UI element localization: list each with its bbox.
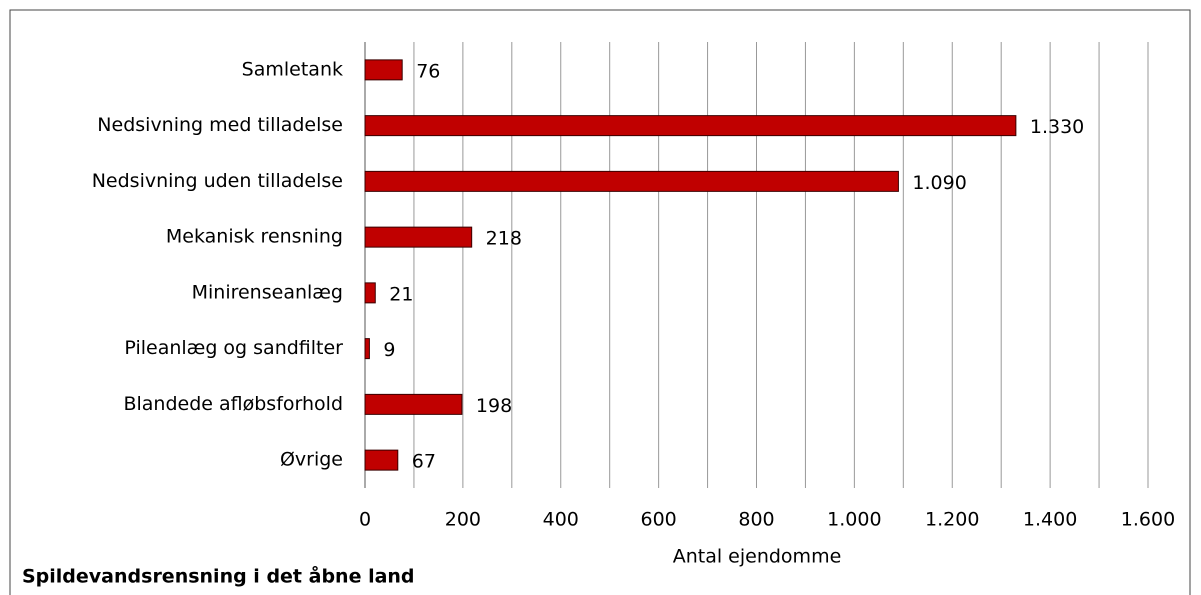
x-tick-label: 0 — [359, 509, 371, 531]
frame — [9, 9, 1191, 595]
data-label: 67 — [412, 451, 436, 473]
bar — [364, 449, 399, 471]
data-label: 1.330 — [1030, 116, 1084, 138]
bar — [364, 282, 376, 304]
y-tick-label: Pileanlæg og sandfilter — [124, 337, 343, 359]
bar — [364, 393, 463, 415]
y-tick-label: Minirenseanlæg — [192, 281, 343, 303]
x-tick-label: 800 — [738, 509, 774, 531]
y-tick-label: Mekanisk rensning — [166, 226, 343, 248]
bar — [364, 115, 1017, 137]
bar — [364, 170, 899, 192]
x-tick-label: 1.000 — [827, 509, 881, 531]
data-label: 9 — [383, 339, 395, 361]
data-label: 218 — [486, 228, 522, 250]
x-tick-label: 1.600 — [1121, 509, 1175, 531]
y-tick-label: Nedsivning med tilladelse — [97, 114, 343, 136]
chart-title: Spildevandsrensning i det åbne land — [22, 564, 415, 588]
x-tick-label: 200 — [445, 509, 481, 531]
x-axis-label: Antal ejendomme — [673, 546, 842, 568]
data-label: 1.090 — [912, 172, 966, 194]
bar — [364, 59, 403, 81]
x-tick-label: 1.400 — [1023, 509, 1077, 531]
x-tick-label: 400 — [543, 509, 579, 531]
y-tick-label: Blandede afløbsforhold — [123, 393, 343, 415]
x-tick-label: 1.200 — [925, 509, 979, 531]
data-label: 198 — [476, 395, 512, 417]
data-label: 76 — [416, 60, 440, 82]
y-tick-label: Samletank — [242, 58, 343, 80]
x-tick-label: 600 — [640, 509, 676, 531]
data-label: 21 — [389, 283, 413, 305]
bar — [364, 338, 370, 360]
y-tick-label: Øvrige — [280, 449, 343, 471]
bar — [364, 226, 473, 248]
y-tick-label: Nedsivning uden tilladelse — [92, 170, 343, 192]
